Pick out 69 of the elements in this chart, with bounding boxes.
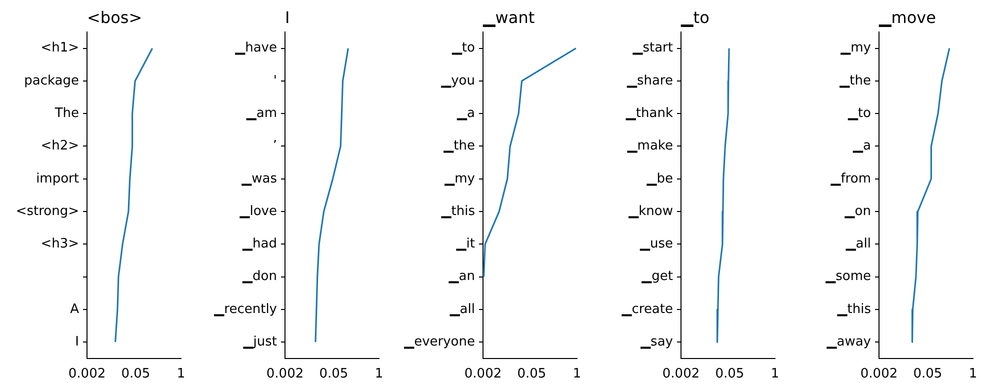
y-tick-label: ▁recently: [213, 302, 278, 317]
chart-title: I: [285, 8, 290, 28]
y-tick-label: The: [54, 106, 79, 121]
x-tick-label: 1: [572, 366, 582, 382]
x-tick-label: 0.05: [121, 366, 150, 382]
y-tick-label: ▁use: [638, 236, 673, 252]
x-tick-label: 1: [770, 366, 780, 382]
y-tick-label: ▁some: [824, 269, 871, 284]
y-tick-label: ▁start: [632, 40, 673, 56]
y-tick-label: ▁love: [238, 204, 277, 219]
x-tick-label: 1: [176, 366, 186, 382]
y-tick-label: ▁just: [242, 334, 277, 350]
y-tick-label: ▁know: [628, 204, 674, 219]
y-tick-label: ▁my: [840, 40, 872, 56]
x-tick-label: 0.05: [913, 366, 942, 382]
y-tick-label: ▁get: [640, 269, 673, 284]
y-tick-label: ': [273, 73, 277, 88]
y-tick-label: ▁share: [626, 73, 673, 88]
x-tick-label: 1: [968, 366, 978, 382]
y-tick-label: ▁a: [852, 138, 871, 154]
chart-title: ▁want: [482, 8, 535, 28]
y-tick-label: I: [75, 334, 79, 350]
y-tick-label: ▁it: [455, 236, 475, 252]
y-tick-label: ▁say: [640, 334, 674, 350]
y-tick-label: ▁a: [456, 106, 475, 121]
y-tick-label: ▁this: [440, 204, 476, 219]
y-tick-label: ▁to: [846, 106, 872, 121]
y-tick-label: ▁create: [620, 302, 673, 317]
chart-title: ▁to: [680, 8, 710, 28]
x-tick-label: 0.05: [319, 366, 348, 382]
chart-title: ▁move: [878, 8, 936, 28]
x-tick-label: 0.002: [860, 366, 898, 382]
y-tick-label: ’: [272, 138, 277, 154]
x-tick-label: 0.002: [662, 366, 700, 382]
y-tick-label: ▁thank: [624, 106, 674, 121]
y-tick-label: ▁to: [450, 40, 476, 56]
y-tick-label: <strong>: [16, 204, 79, 219]
y-tick-label: ▁this: [836, 302, 872, 317]
y-tick-label: ▁from: [830, 171, 871, 186]
y-tick-label: <h2>: [40, 138, 79, 154]
y-tick-label: ▁an: [448, 269, 475, 284]
y-tick-label: ▁the: [838, 73, 871, 88]
y-tick-label: ▁my: [444, 171, 476, 186]
y-tick-label: ▁you: [440, 73, 475, 88]
y-tick-label: ▁everyone: [403, 334, 475, 350]
y-tick-label: <h1>: [40, 40, 79, 56]
chart-title: <bos>: [87, 8, 142, 28]
y-tick-label: import: [36, 171, 79, 186]
y-tick-label: <h3>: [40, 236, 79, 252]
y-tick-label: ▁on: [844, 204, 871, 219]
y-tick-label: A: [70, 302, 80, 317]
y-tick-label: ▁all: [844, 236, 871, 252]
x-tick-label: 0.05: [517, 366, 546, 382]
y-tick-label: ▁be: [646, 171, 673, 186]
y-tick-label: ▁all: [448, 302, 475, 317]
x-tick-label: 0.002: [266, 366, 304, 382]
x-tick-label: 0.002: [68, 366, 106, 382]
y-tick-label: ▁the: [442, 138, 475, 154]
y-tick-label: ▁had: [242, 236, 277, 252]
y-tick-label: package: [24, 73, 79, 88]
y-tick-label: ▁away: [826, 334, 872, 350]
y-tick-label: ▁was: [240, 171, 278, 186]
x-tick-label: 0.05: [715, 366, 744, 382]
x-tick-label: 0.002: [464, 366, 502, 382]
y-tick-label: ▁am: [245, 106, 277, 121]
y-tick-label: ▁have: [234, 40, 277, 56]
x-tick-label: 1: [374, 366, 384, 382]
y-tick-label: ▁make: [626, 138, 673, 154]
y-tick-label: ▁don: [242, 269, 277, 284]
